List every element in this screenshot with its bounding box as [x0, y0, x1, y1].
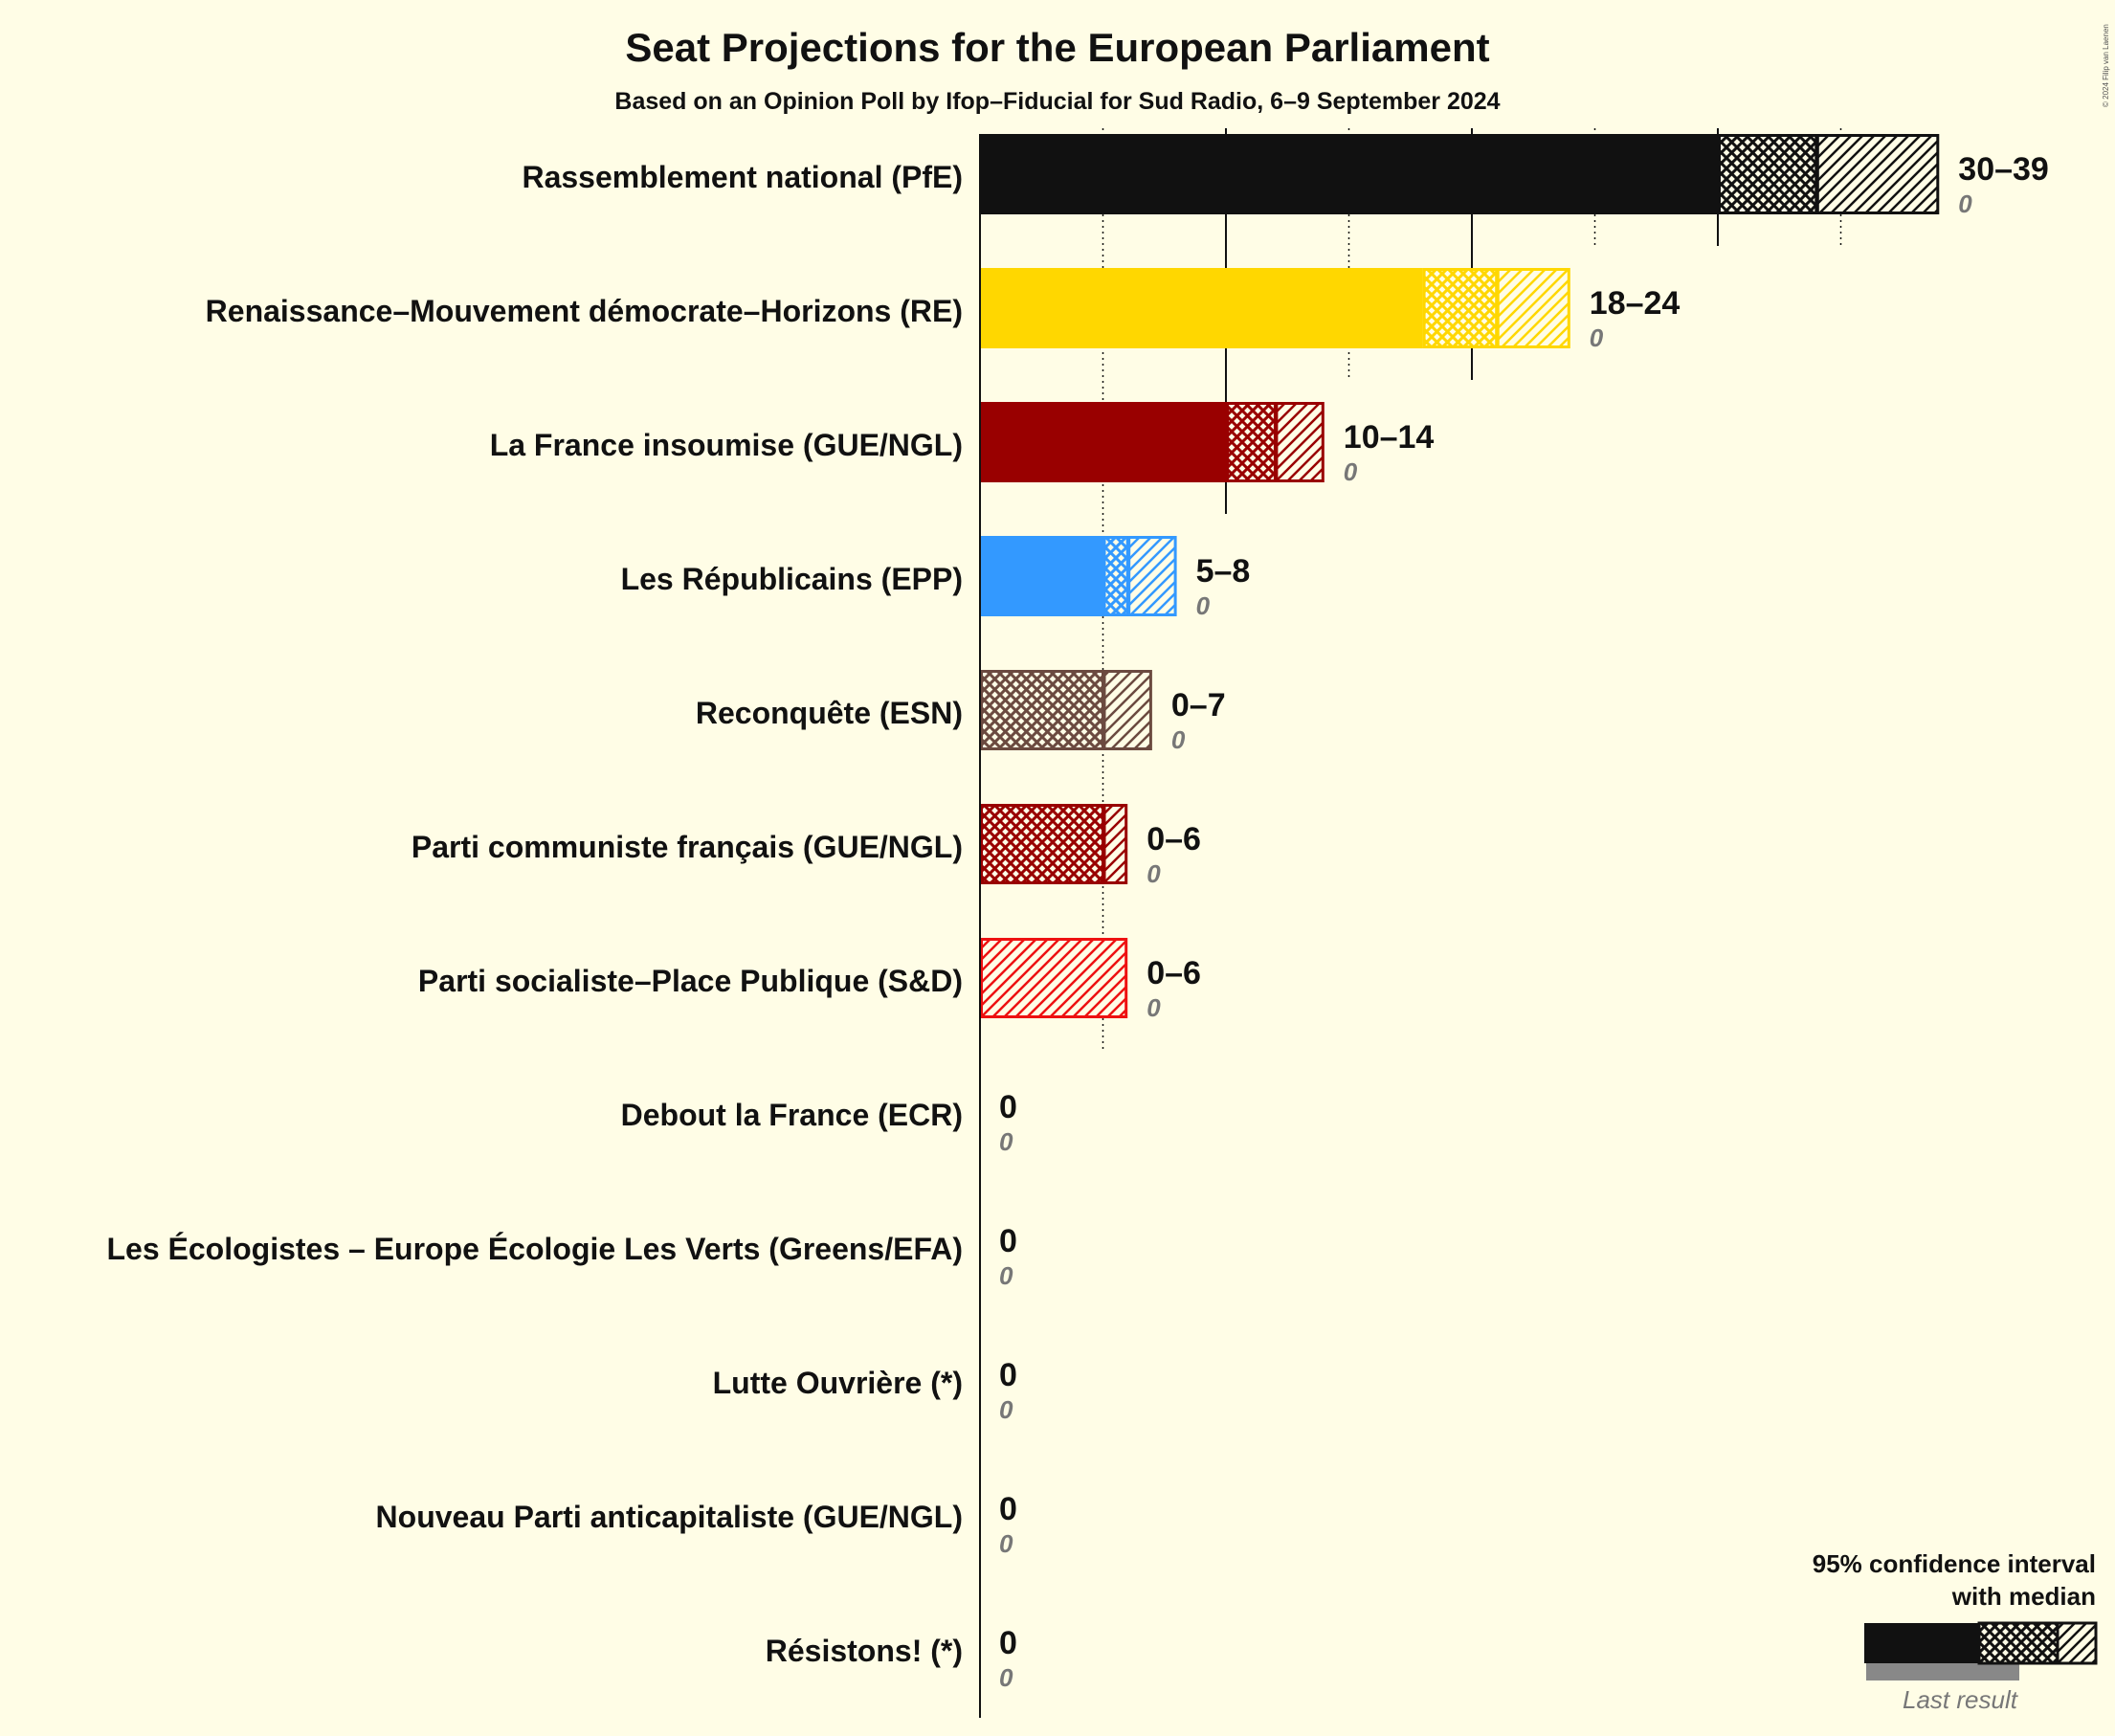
party-row: Reconquête (ESN) 0–70	[696, 670, 1226, 754]
party-label: Reconquête (ESN)	[696, 696, 963, 730]
range-label: 5–8	[1196, 553, 1251, 590]
party-row: Renaissance–Mouvement démocrate–Horizons…	[206, 268, 1681, 352]
last-result-label: 0	[999, 1529, 1013, 1558]
range-label: 18–24	[1590, 285, 1681, 322]
range-label: 10–14	[1344, 419, 1435, 456]
bar-ci-upper	[1102, 804, 1128, 884]
chart-subtitle: Based on an Opinion Poll by Ifop–Fiducia…	[614, 88, 1500, 115]
range-label: 0	[999, 1491, 1017, 1527]
range-label: 0	[999, 1089, 1017, 1125]
legend-last-result-bar	[1866, 1663, 2019, 1680]
bar-ci-upper	[1102, 670, 1152, 750]
last-result-label: 0	[999, 1395, 1013, 1424]
party-row: Les Écologistes – Europe Écologie Les Ve…	[106, 1223, 1016, 1290]
bar-ci-lower	[980, 670, 1104, 750]
party-label: Debout la France (ECR)	[621, 1098, 963, 1132]
party-row: Nouveau Parti anticapitaliste (GUE/NGL) 0…	[376, 1491, 1017, 1558]
party-label: Parti communiste français (GUE/NGL)	[412, 830, 963, 864]
legend: 95% confidence interval with median Last…	[1813, 1549, 2098, 1714]
legend-solid-bar	[1864, 1623, 1979, 1663]
party-row: Les Républicains (EPP) 5–80	[621, 536, 1251, 620]
party-row: Rassemblement national (PfE) 30–390	[522, 134, 2049, 218]
range-label: 0	[999, 1357, 1017, 1393]
last-result-label: 0	[999, 1261, 1013, 1290]
party-label: La France insoumise (GUE/NGL)	[490, 428, 963, 462]
range-label: 0–7	[1171, 687, 1226, 723]
copyright: © 2024 Filip van Laenen	[2102, 24, 2110, 107]
range-label: 0	[999, 1625, 1017, 1661]
range-label: 30–39	[1958, 151, 2049, 188]
party-label: Parti socialiste–Place Publique (S&D)	[418, 964, 963, 998]
bar-ci-upper	[1496, 268, 1570, 348]
party-rows: Rassemblement national (PfE) 30–390Renais…	[106, 134, 2049, 1692]
legend-median-box	[1977, 1621, 2059, 1665]
last-result-label: 0	[1147, 993, 1161, 1022]
last-result-label: 0	[999, 1127, 1013, 1156]
range-label: 0–6	[1147, 821, 1201, 857]
party-row: Lutte Ouvrière (*) 00	[713, 1357, 1017, 1424]
last-result-label: 0	[1171, 725, 1186, 754]
bar-solid	[980, 402, 1226, 482]
bar-ci-lower	[1718, 134, 1818, 214]
range-label: 0–6	[1147, 955, 1201, 991]
party-label: Les Écologistes – Europe Écologie Les Ve…	[106, 1232, 963, 1266]
bar-ci-lower	[1422, 268, 1499, 348]
party-label: Nouveau Parti anticapitaliste (GUE/NGL)	[376, 1500, 963, 1534]
party-row: Parti socialiste–Place Publique (S&D) 0–6…	[418, 938, 1201, 1022]
last-result-label: 0	[1958, 189, 1972, 218]
chart-title: Seat Projections for the European Parlia…	[625, 25, 1489, 70]
party-label: Lutte Ouvrière (*)	[713, 1366, 963, 1400]
party-label: Résistons! (*)	[766, 1634, 963, 1668]
bar-ci-lower	[1226, 402, 1277, 482]
party-label: Rassemblement national (PfE)	[522, 160, 963, 194]
bar-ci-lower	[980, 804, 1104, 884]
legend-upper-box	[2056, 1621, 2098, 1665]
last-result-label: 0	[999, 1663, 1013, 1692]
last-result-label: 0	[1147, 859, 1161, 888]
last-result-label: 0	[1590, 323, 1604, 352]
bar-ci-upper	[1275, 402, 1325, 482]
party-row: Parti communiste français (GUE/NGL) 0–60	[412, 804, 1201, 888]
bar-ci-upper	[980, 938, 1128, 1018]
last-result-label: 0	[1196, 591, 1211, 620]
party-row: Debout la France (ECR) 00	[621, 1089, 1017, 1156]
bar-ci-upper	[1815, 134, 1940, 214]
legend-last-result-label: Last result	[1903, 1685, 2019, 1714]
party-row: Résistons! (*) 00	[766, 1625, 1017, 1692]
bar-ci-upper	[1127, 536, 1177, 616]
party-label: Renaissance–Mouvement démocrate–Horizons…	[206, 294, 963, 328]
bar-solid	[980, 536, 1103, 616]
legend-line1: 95% confidence interval	[1813, 1549, 2096, 1578]
bar-ci-lower	[1102, 536, 1129, 616]
legend-line2: with median	[1951, 1582, 2096, 1611]
bar-solid	[980, 268, 1423, 348]
last-result-label: 0	[1344, 457, 1358, 486]
bar-solid	[980, 134, 1718, 214]
party-label: Les Républicains (EPP)	[621, 562, 963, 596]
party-row: La France insoumise (GUE/NGL) 10–140	[490, 402, 1435, 486]
range-label: 0	[999, 1223, 1017, 1259]
